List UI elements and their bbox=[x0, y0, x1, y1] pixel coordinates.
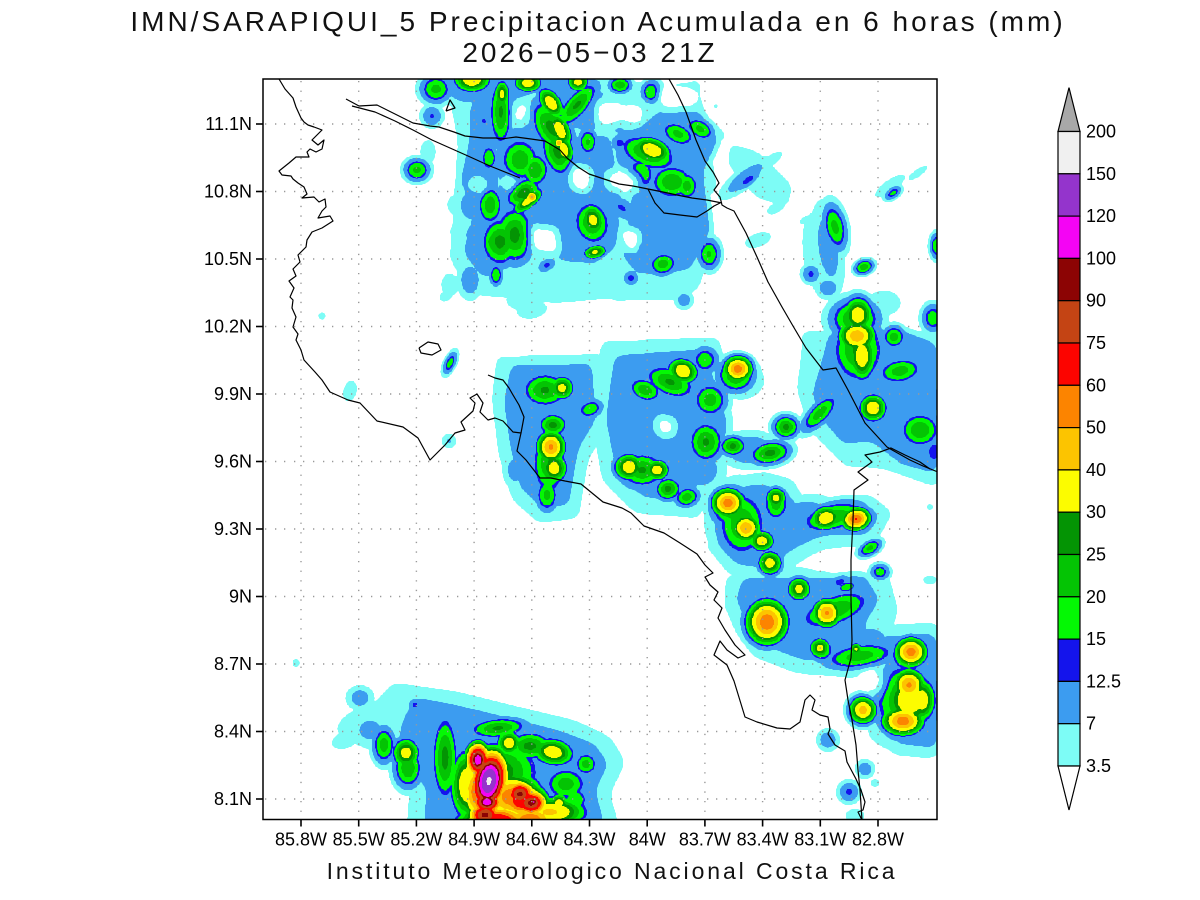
svg-text:150: 150 bbox=[1086, 164, 1116, 184]
svg-text:10.5N: 10.5N bbox=[204, 249, 252, 269]
svg-text:12.5: 12.5 bbox=[1086, 671, 1121, 691]
svg-text:2026−05−03 21Z: 2026−05−03 21Z bbox=[462, 37, 717, 68]
svg-text:82.8W: 82.8W bbox=[852, 830, 904, 850]
svg-text:9.9N: 9.9N bbox=[214, 384, 252, 404]
svg-text:9.6N: 9.6N bbox=[214, 452, 252, 472]
svg-text:10.2N: 10.2N bbox=[204, 317, 252, 337]
svg-text:9N: 9N bbox=[229, 587, 252, 607]
svg-text:3.5: 3.5 bbox=[1086, 756, 1111, 776]
svg-text:10.8N: 10.8N bbox=[204, 182, 252, 202]
svg-text:84.3W: 84.3W bbox=[563, 830, 615, 850]
svg-text:8.4N: 8.4N bbox=[214, 722, 252, 742]
svg-text:100: 100 bbox=[1086, 248, 1116, 268]
svg-text:84W: 84W bbox=[629, 830, 666, 850]
svg-text:90: 90 bbox=[1086, 291, 1106, 311]
svg-text:20: 20 bbox=[1086, 587, 1106, 607]
svg-text:200: 200 bbox=[1086, 122, 1116, 142]
svg-text:15: 15 bbox=[1086, 629, 1106, 649]
svg-text:75: 75 bbox=[1086, 333, 1106, 353]
svg-text:7: 7 bbox=[1086, 714, 1096, 734]
svg-text:83.1W: 83.1W bbox=[794, 830, 846, 850]
svg-text:25: 25 bbox=[1086, 545, 1106, 565]
svg-text:11.1N: 11.1N bbox=[205, 114, 252, 134]
svg-text:60: 60 bbox=[1086, 375, 1106, 395]
svg-text:85.5W: 85.5W bbox=[333, 830, 385, 850]
svg-text:50: 50 bbox=[1086, 418, 1106, 438]
svg-text:84.6W: 84.6W bbox=[506, 830, 558, 850]
svg-text:30: 30 bbox=[1086, 502, 1106, 522]
svg-text:84.9W: 84.9W bbox=[448, 830, 500, 850]
svg-text:85.2W: 85.2W bbox=[390, 830, 442, 850]
svg-text:IMN/SARAPIQUI_5 Precipitacion: IMN/SARAPIQUI_5 Precipitacion Acumulada … bbox=[130, 6, 1065, 37]
svg-text:8.7N: 8.7N bbox=[214, 654, 252, 674]
svg-text:83.7W: 83.7W bbox=[679, 830, 731, 850]
svg-text:40: 40 bbox=[1086, 460, 1106, 480]
svg-text:Instituto Meteorologico Nacion: Instituto Meteorologico Nacional Costa R… bbox=[327, 858, 898, 884]
svg-text:120: 120 bbox=[1086, 206, 1116, 226]
svg-text:83.4W: 83.4W bbox=[737, 830, 789, 850]
svg-text:8.1N: 8.1N bbox=[214, 789, 252, 809]
svg-text:9.3N: 9.3N bbox=[214, 519, 252, 539]
svg-text:85.8W: 85.8W bbox=[275, 830, 327, 850]
